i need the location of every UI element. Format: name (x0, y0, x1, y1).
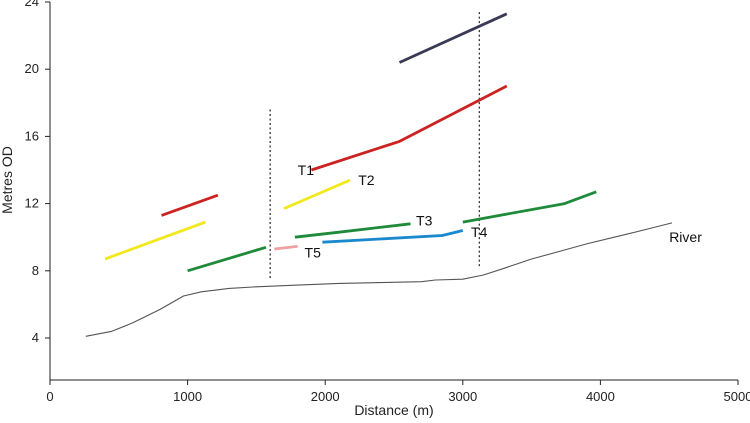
t2-series-line (283, 178, 351, 210)
t4-series-line (322, 229, 464, 244)
x-tick-label: 5000 (724, 389, 750, 404)
y-tick-label: 8 (32, 263, 39, 278)
y-tick-label: 16 (25, 128, 39, 143)
series-label-t3: T3 (416, 212, 433, 228)
series-label-t1: T1 (298, 162, 315, 178)
terrace-series-line (187, 245, 267, 273)
river-series-line (85, 222, 673, 337)
terrace-series-line (398, 12, 508, 64)
series-labels: T1 T2 T3 T4 T5 River (298, 162, 703, 260)
y-tick-label: 12 (25, 196, 39, 211)
terrace-series-line (104, 220, 206, 261)
terrace-series-line (161, 193, 219, 217)
series-label-t2: T2 (358, 172, 375, 188)
x-tick-label: 4000 (586, 389, 615, 404)
vertical-dotted-lines (269, 12, 480, 280)
x-tick-label: 0 (46, 389, 53, 404)
y-ticks: 4 8 12 16 20 24 (25, 0, 50, 345)
series-label-t5: T5 (305, 244, 322, 260)
x-tick-label: 3000 (448, 389, 477, 404)
y-tick-label: 24 (25, 0, 39, 9)
series-label-t4: T4 (471, 224, 488, 240)
y-tick-label: 20 (25, 61, 39, 76)
y-axis-title: Metres OD (0, 146, 15, 214)
x-tick-label: 1000 (173, 389, 202, 404)
y-tick-label: 4 (32, 330, 39, 345)
x-ticks: 0 1000 2000 3000 4000 5000 (46, 380, 750, 404)
axes (49, 2, 738, 381)
series-label-river: River (669, 229, 702, 245)
t5-series-line (274, 245, 298, 251)
t1-series-line (310, 84, 508, 172)
t3-series-line (294, 222, 411, 239)
terrace-series-line (462, 190, 597, 224)
series-layer (85, 12, 673, 337)
x-tick-label: 2000 (311, 389, 340, 404)
x-axis-title: Distance (m) (354, 402, 433, 418)
